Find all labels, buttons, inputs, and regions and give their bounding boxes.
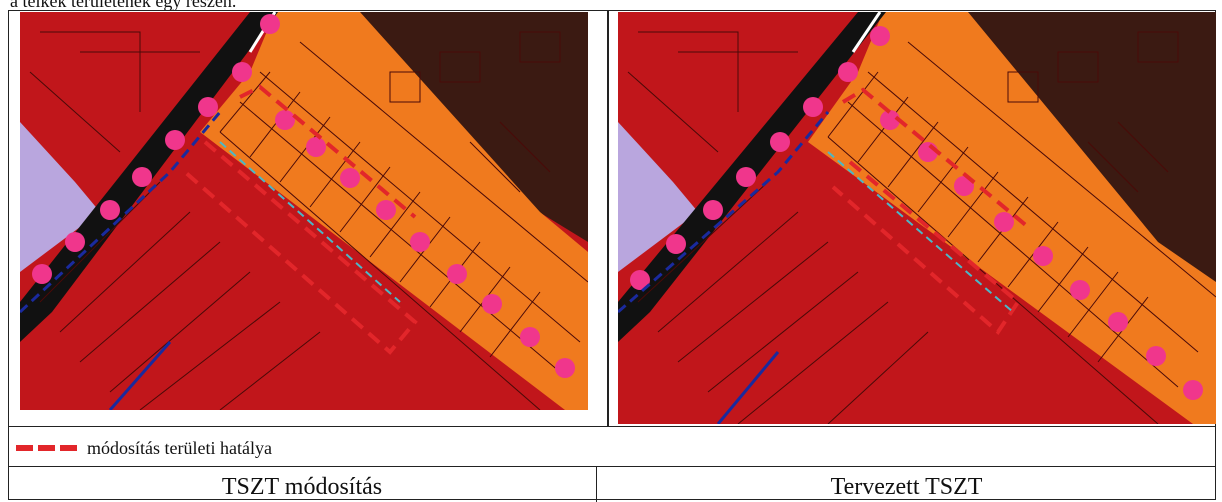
modification-boundary-upper [239, 84, 417, 219]
blue-boundary-lower [108, 341, 172, 410]
pink-dot-series [32, 14, 575, 378]
road-edge [851, 12, 882, 53]
caption-divider [596, 466, 597, 502]
header-text: a telkek területének egy részén. [10, 0, 237, 11]
map-divider [607, 10, 609, 426]
blue-boundary-lower [716, 351, 780, 424]
map-tervezett-tszt [618, 12, 1216, 424]
lavender-zone [618, 122, 698, 272]
caption-right: Tervezett TSZT [830, 474, 983, 500]
pink-dot-series [630, 26, 1203, 400]
legend-separator [8, 426, 1216, 427]
modification-boundary [183, 140, 418, 355]
blue-boundary [618, 111, 830, 314]
map-tszt-modositas [20, 12, 588, 410]
cyan-boundary [219, 141, 401, 303]
modification-boundary [831, 160, 1021, 336]
caption-left: TSZT módosítás [221, 474, 383, 500]
legend: módosítás területi hatálya [16, 434, 272, 462]
caption-separator [8, 466, 1216, 467]
map-left-svg [20, 12, 588, 410]
cyan-boundary [827, 151, 1014, 313]
modification-boundary-upper [841, 87, 1030, 229]
legend-dashed-swatch [16, 445, 77, 451]
map-right-svg [618, 12, 1216, 424]
blue-boundary [20, 111, 222, 314]
legend-label: módosítás területi hatálya [87, 437, 272, 458]
parcel-lines [627, 31, 1216, 424]
lavender-zone [20, 122, 100, 272]
